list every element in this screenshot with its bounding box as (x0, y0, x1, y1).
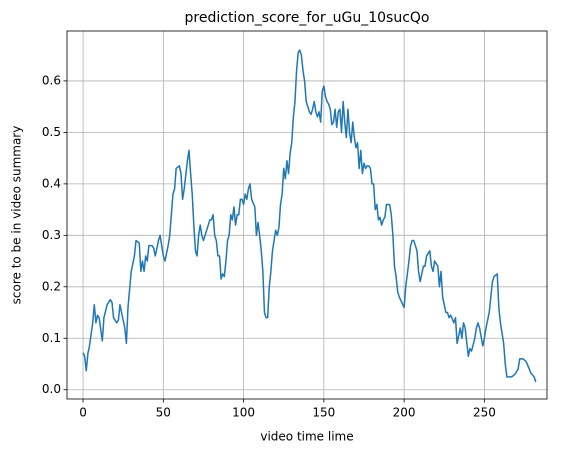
y-axis-label: score to be in video summary (10, 126, 24, 305)
x-axis-label: video time lime (260, 430, 353, 444)
x-tick-label: 0 (79, 406, 87, 420)
x-tick-label: 100 (232, 406, 255, 420)
y-tick-label: 0.4 (42, 176, 61, 190)
x-tick-label: 150 (312, 406, 335, 420)
x-tick-label: 250 (473, 406, 496, 420)
y-tick-label: 0.5 (42, 125, 61, 139)
y-tick-label: 0.3 (42, 228, 61, 242)
x-tick-label: 200 (393, 406, 416, 420)
chart-title: prediction_score_for_uGu_10sucQo (185, 10, 430, 26)
x-tick-label: 50 (156, 406, 171, 420)
y-tick-label: 0.2 (42, 279, 61, 293)
y-tick-label: 0.6 (42, 73, 61, 87)
y-tick-label: 0.1 (42, 331, 61, 345)
y-tick-label: 0.0 (42, 382, 61, 396)
plot-frame (66, 30, 548, 400)
data-line (82, 49, 537, 383)
